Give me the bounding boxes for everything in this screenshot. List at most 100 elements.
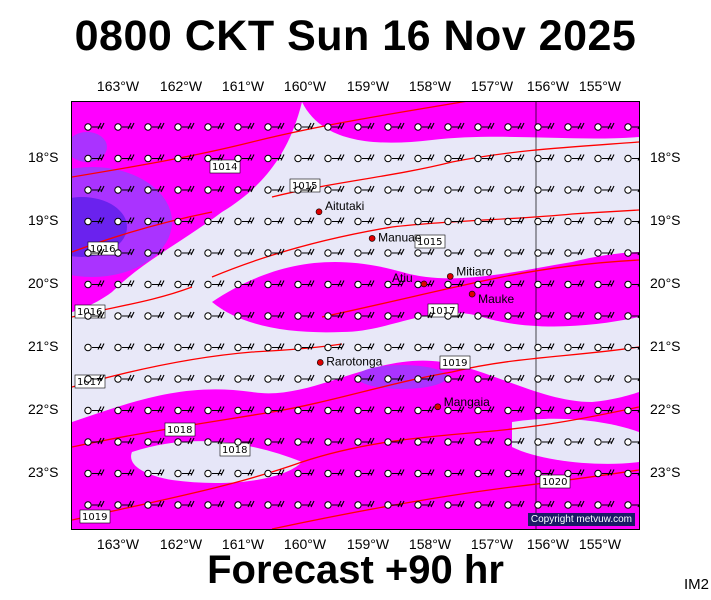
wind-barb [534,122,555,131]
svg-text:1018: 1018 [222,445,247,456]
wind-barb [234,122,255,131]
wind-barb [204,469,225,478]
wind-barb [354,343,375,352]
latitude-label-right: 23°S [650,464,681,480]
wind-barb [534,343,555,352]
wind-barb [144,185,165,194]
longitude-label-top: 158°W [408,78,452,94]
wind-barb [504,469,525,478]
wind-barb [414,248,435,257]
wind-barb [84,343,105,352]
wind-barb [114,374,135,383]
longitude-label-bottom: 155°W [578,536,622,552]
wind-barb [594,154,615,163]
wind-barb [324,406,345,415]
isobar-label: 1018 [219,442,251,457]
wind-barb [444,343,465,352]
wind-barb [174,154,195,163]
wind-barb [294,437,315,446]
wind-barb [174,469,195,478]
wind-barb [564,122,585,131]
wind-barb [624,438,639,446]
wind-barb [444,217,465,226]
isobar-1020 [271,469,639,529]
wind-barb [324,185,345,194]
wind-barb [594,248,615,257]
wind-barb [264,154,285,163]
wind-barb [504,343,525,352]
wind-barb [474,185,495,194]
wind-barb [474,500,495,509]
image-code: IM2 [683,576,709,593]
wind-barb [324,217,345,226]
wind-barb [384,185,405,194]
wind-barb [294,248,315,257]
wind-barb [624,249,639,257]
wind-barb [144,154,165,163]
wind-barb [564,217,585,226]
wind-barb [474,280,495,289]
wind-barb [444,280,465,289]
svg-text:1017: 1017 [430,306,455,317]
svg-text:1016: 1016 [90,244,115,255]
wind-barb [84,217,105,226]
wind-barb [564,154,585,163]
wind-barb [354,406,375,415]
wind-barb [354,469,375,478]
copyright-notice: Copyright metvuw.com [527,513,635,526]
wind-barb [504,311,525,320]
wind-barb [144,469,165,478]
wind-barb [414,469,435,478]
wind-barb [384,122,405,131]
wind-barb [174,122,195,131]
place-marker [446,273,454,280]
wind-barb [384,154,405,163]
isobar-label: 1015 [414,234,446,249]
place-label: Atiu [392,271,413,285]
wind-barb [384,217,405,226]
latitude-label-left: 20°S [28,275,59,291]
wind-barb [564,248,585,257]
place-marker [315,208,323,216]
wind-barb [564,185,585,194]
wind-barb [594,343,615,352]
isobar-1017-north [321,259,639,318]
wind-barb [594,406,615,415]
isobar-1014 [72,102,466,178]
wind-barb [534,406,555,415]
wind-barb [474,343,495,352]
wind-barb [324,248,345,257]
wind-barb [534,374,555,383]
precip-top-strip [302,102,639,143]
wind-barb [594,500,615,509]
svg-text:1018: 1018 [167,425,192,436]
wind-barb [504,185,525,194]
wind-barb [504,280,525,289]
wind-barb [174,437,195,446]
wind-barb [384,469,405,478]
place-label: Mitiaro [456,264,492,278]
wind-barb [114,248,135,257]
wind-barb [324,343,345,352]
longitude-label-top: 163°W [96,78,140,94]
forecast-map: 1014 1015 1016 1015 1016 1017 1017 1018 1018 1019… [71,101,640,530]
forecast-hour: Forecast +90 hr [207,548,504,592]
wind-barb [534,248,555,257]
wind-barb [534,469,555,478]
wind-barb [534,217,555,226]
wind-barb [324,469,345,478]
wind-barb [504,154,525,163]
wind-barb [444,185,465,194]
wind-barb [234,217,255,226]
longitude-label-bottom: 157°W [470,536,514,552]
latitude-label-right: 21°S [650,338,681,354]
wind-barb [294,217,315,226]
longitude-label-top: 155°W [578,78,622,94]
svg-text:1017: 1017 [77,377,102,388]
wind-barb [204,500,225,509]
wind-barb [564,500,585,509]
wind-barb [84,185,105,194]
wind-barb [294,374,315,383]
wind-barb [354,500,375,509]
wind-barb [624,217,639,226]
